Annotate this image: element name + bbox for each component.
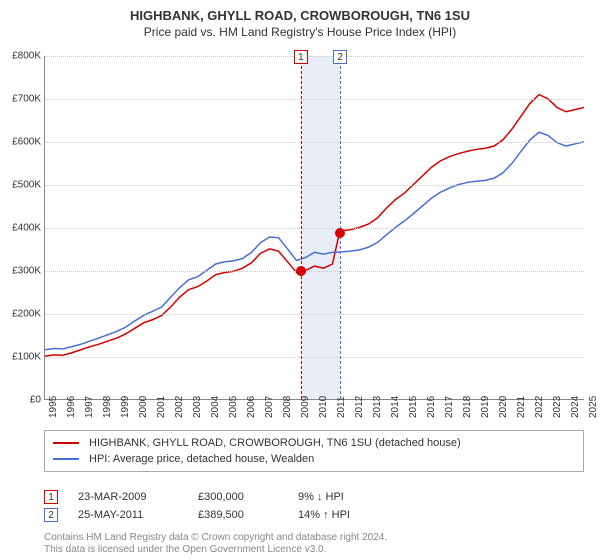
sale-price: £300,000 xyxy=(198,491,278,503)
x-axis-label: 2012 xyxy=(354,396,365,418)
x-axis-label: 2011 xyxy=(336,396,347,418)
chart-container: HIGHBANK, GHYLL ROAD, CROWBOROUGH, TN6 1… xyxy=(0,0,600,560)
gridline-h xyxy=(45,99,584,100)
x-axis-label: 2024 xyxy=(570,396,581,418)
y-axis-label: £200K xyxy=(3,309,41,320)
sale-row: 2 25-MAY-2011 £389,500 14% ↑ HPI xyxy=(44,508,584,522)
x-axis-label: 2006 xyxy=(246,396,257,418)
legend-swatch xyxy=(53,458,79,460)
x-axis-label: 2001 xyxy=(156,396,167,418)
x-axis-label: 2002 xyxy=(174,396,185,418)
sale-price: £389,500 xyxy=(198,509,278,521)
x-axis-label: 2014 xyxy=(390,396,401,418)
sale-date: 23-MAR-2009 xyxy=(78,491,178,503)
sale-marker-dot xyxy=(335,228,345,238)
legend-label: HIGHBANK, GHYLL ROAD, CROWBOROUGH, TN6 1… xyxy=(89,435,461,451)
x-axis-label: 2017 xyxy=(444,396,455,418)
legend-row: HPI: Average price, detached house, Weal… xyxy=(53,451,575,467)
sale-hpi-delta: 9% ↓ HPI xyxy=(298,491,398,503)
sales-table: 1 23-MAR-2009 £300,000 9% ↓ HPI 2 25-MAY-2011… xyxy=(44,490,584,526)
legend-row: HIGHBANK, GHYLL ROAD, CROWBOROUGH, TN6 1… xyxy=(53,435,575,451)
gridline-h xyxy=(45,228,584,229)
gridline-h xyxy=(45,185,584,186)
x-axis-label: 1996 xyxy=(66,396,77,418)
sale-marker-box: 2 xyxy=(333,50,347,64)
title-block: HIGHBANK, GHYLL ROAD, CROWBOROUGH, TN6 1… xyxy=(0,0,600,39)
legend-swatch xyxy=(53,442,79,444)
gridline-h xyxy=(45,142,584,143)
y-axis-label: £800K xyxy=(3,51,41,62)
gridline-h xyxy=(45,271,584,272)
x-axis-label: 2018 xyxy=(462,396,473,418)
gridline-h xyxy=(45,314,584,315)
footer-attribution: Contains HM Land Registry data © Crown c… xyxy=(44,532,584,556)
x-axis-label: 2025 xyxy=(588,396,599,418)
x-axis-label: 2020 xyxy=(498,396,509,418)
x-axis-label: 2009 xyxy=(300,396,311,418)
series-subject xyxy=(45,95,584,357)
sale-index-box: 2 xyxy=(44,508,58,522)
footer-line-1: Contains HM Land Registry data © Crown c… xyxy=(44,532,584,544)
gridline-h xyxy=(45,56,584,57)
y-axis-label: £0 xyxy=(3,395,41,406)
sale-index-box: 1 xyxy=(44,490,58,504)
footer-line-2: This data is licensed under the Open Gov… xyxy=(44,544,584,556)
x-axis-label: 1995 xyxy=(48,396,59,418)
sale-marker-dot xyxy=(296,266,306,276)
x-axis-label: 2008 xyxy=(282,396,293,418)
series-hpi xyxy=(45,132,584,349)
x-axis-label: 2004 xyxy=(210,396,221,418)
y-axis-label: £300K xyxy=(3,266,41,277)
y-axis-label: £700K xyxy=(3,94,41,105)
y-axis-label: £100K xyxy=(3,352,41,363)
chart-title: HIGHBANK, GHYLL ROAD, CROWBOROUGH, TN6 1… xyxy=(0,8,600,23)
x-axis-label: 2007 xyxy=(264,396,275,418)
x-axis-label: 2015 xyxy=(408,396,419,418)
x-axis-label: 1999 xyxy=(120,396,131,418)
x-axis-label: 2005 xyxy=(228,396,239,418)
sale-date: 25-MAY-2011 xyxy=(78,509,178,521)
x-axis-label: 2021 xyxy=(516,396,527,418)
chart-plot-area: £0£100K£200K£300K£400K£500K£600K£700K£80… xyxy=(44,56,584,400)
sale-marker-box: 1 xyxy=(294,50,308,64)
x-axis-label: 1997 xyxy=(84,396,95,418)
sale-marker-line xyxy=(301,56,302,399)
x-axis-label: 2000 xyxy=(138,396,149,418)
legend-label: HPI: Average price, detached house, Weal… xyxy=(89,451,314,467)
x-axis-label: 2013 xyxy=(372,396,383,418)
x-axis-label: 1998 xyxy=(102,396,113,418)
legend-box: HIGHBANK, GHYLL ROAD, CROWBOROUGH, TN6 1… xyxy=(44,430,584,472)
chart-subtitle: Price paid vs. HM Land Registry's House … xyxy=(0,25,600,39)
y-axis-label: £500K xyxy=(3,180,41,191)
x-axis-label: 2016 xyxy=(426,396,437,418)
x-axis-label: 2010 xyxy=(318,396,329,418)
y-axis-label: £600K xyxy=(3,137,41,148)
x-axis-label: 2019 xyxy=(480,396,491,418)
gridline-h xyxy=(45,357,584,358)
sale-row: 1 23-MAR-2009 £300,000 9% ↓ HPI xyxy=(44,490,584,504)
sale-hpi-delta: 14% ↑ HPI xyxy=(298,509,398,521)
x-axis-label: 2003 xyxy=(192,396,203,418)
y-axis-label: £400K xyxy=(3,223,41,234)
x-axis-label: 2023 xyxy=(552,396,563,418)
x-axis-label: 2022 xyxy=(534,396,545,418)
